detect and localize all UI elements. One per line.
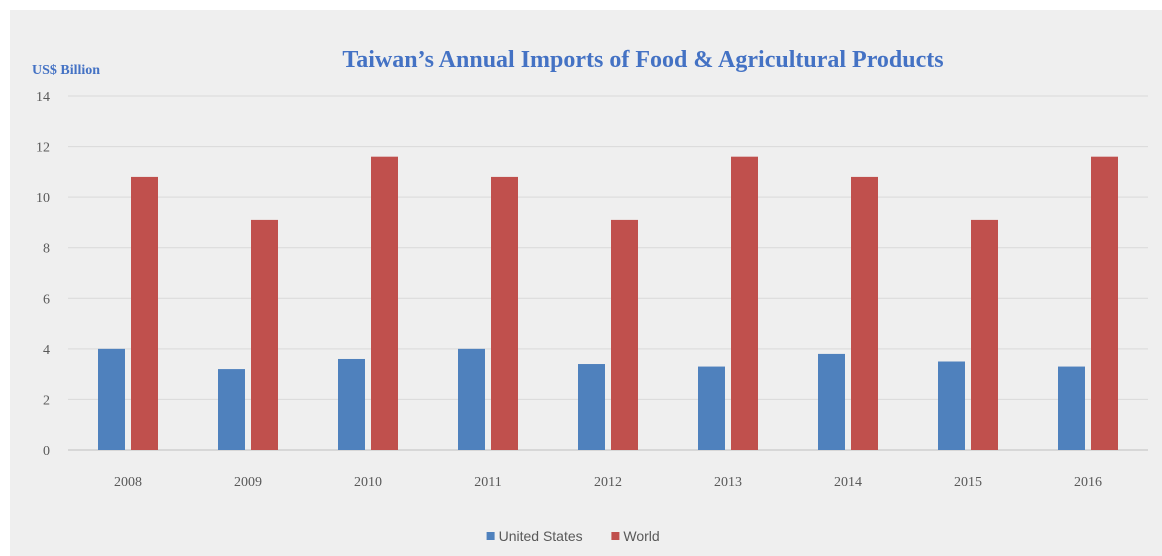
chart-title: Taiwan’s Annual Imports of Food & Agricu… — [342, 47, 943, 73]
x-tick-label: 2015 — [954, 475, 982, 490]
bar-world — [1091, 156, 1118, 450]
legend-label: United States — [499, 528, 583, 544]
x-tick-label: 2011 — [474, 475, 501, 490]
x-tick-label: 2013 — [714, 475, 742, 490]
bar-united-states — [578, 364, 605, 450]
gridlines — [68, 95, 1148, 451]
bar-world — [971, 219, 998, 450]
x-tick-label: 2008 — [114, 475, 142, 490]
bar-world — [491, 176, 518, 450]
y-tick-label: 10 — [36, 191, 50, 206]
bar-world — [251, 219, 278, 450]
bar-united-states — [98, 348, 125, 450]
bar-united-states — [818, 353, 845, 450]
bar-world — [131, 176, 158, 450]
bar-united-states — [1058, 366, 1085, 450]
y-tick-label: 0 — [43, 444, 50, 459]
y-tick-label: 14 — [36, 90, 50, 105]
bar-united-states — [698, 366, 725, 450]
y-tick-label: 4 — [43, 343, 50, 358]
legend: United States World — [486, 528, 660, 544]
bar-united-states — [218, 369, 245, 450]
bar-world — [371, 156, 398, 450]
bar-united-states — [338, 358, 365, 450]
y-tick-label: 12 — [36, 141, 50, 156]
y-tick-label: 2 — [43, 393, 50, 408]
y-tick-label: 6 — [43, 292, 50, 307]
legend-label: World — [623, 528, 659, 544]
legend-swatch — [611, 532, 620, 540]
bars — [98, 156, 1118, 450]
legend-swatch — [486, 532, 495, 540]
y-axis-label: US$ Billion — [32, 63, 100, 78]
y-tick-labels: 0 2 4 6 8 10 12 14 — [36, 90, 50, 459]
x-tick-label: 2012 — [594, 475, 622, 490]
x-tick-label: 2014 — [834, 475, 862, 490]
chart-panel: Taiwan’s Annual Imports of Food & Agricu… — [10, 10, 1162, 556]
chart-svg: Taiwan’s Annual Imports of Food & Agricu… — [32, 47, 1148, 544]
bar-world — [731, 156, 758, 450]
y-tick-label: 8 — [43, 242, 50, 257]
bar-world — [851, 176, 878, 450]
bar-world — [611, 219, 638, 450]
x-tick-label: 2010 — [354, 475, 382, 490]
bar-united-states — [458, 348, 485, 450]
x-tick-label: 2009 — [234, 475, 262, 490]
bar-united-states — [938, 361, 965, 450]
x-tick-label: 2016 — [1074, 475, 1102, 490]
x-tick-labels: 2008 2009 2010 2011 2012 2013 2014 2015 2016 — [114, 475, 1102, 490]
